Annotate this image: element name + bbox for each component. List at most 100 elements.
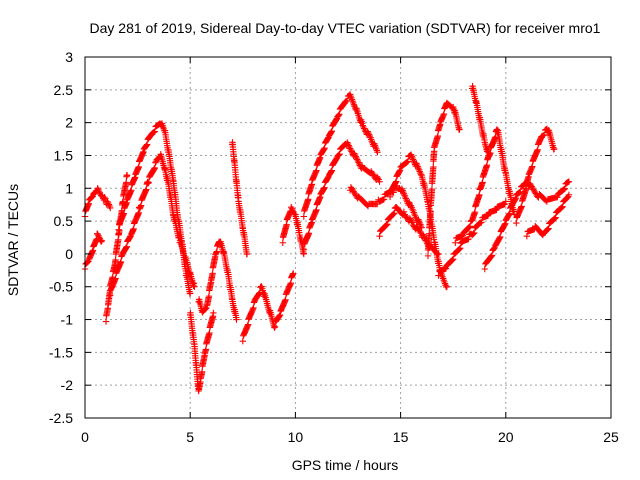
- data-point-marker: [143, 186, 150, 193]
- data-point-marker: [321, 184, 328, 191]
- data-point-marker: [354, 157, 362, 165]
- data-point-marker: [276, 311, 284, 319]
- data-point-marker: [488, 252, 496, 259]
- data-point-marker: [102, 318, 110, 325]
- data-points: [81, 83, 573, 395]
- data-point-marker: [449, 256, 456, 264]
- y-tick-label: 0.5: [54, 213, 74, 229]
- data-point-marker: [435, 272, 442, 279]
- data-point-marker: [202, 346, 210, 353]
- data-point-marker: [434, 132, 442, 140]
- data-point-marker: [506, 210, 513, 217]
- data-point-marker: [328, 127, 336, 135]
- data-point-marker: [104, 198, 111, 205]
- data-point-marker: [130, 225, 137, 233]
- data-point-marker: [97, 238, 105, 245]
- data-point-marker: [135, 209, 142, 217]
- data-point-marker: [288, 205, 296, 212]
- data-point-marker: [543, 226, 551, 234]
- data-point-marker: [516, 189, 523, 196]
- data-point-marker: [485, 152, 493, 159]
- data-point-marker: [376, 178, 383, 185]
- data-point-marker: [143, 141, 151, 148]
- data-point-marker: [276, 312, 283, 320]
- data-point-marker: [353, 154, 360, 162]
- data-point-marker: [328, 167, 336, 174]
- y-tick-label: 1.5: [54, 147, 74, 163]
- data-point-marker: [107, 292, 114, 299]
- data-point-marker: [456, 245, 463, 253]
- data-point-marker: [392, 179, 399, 186]
- data-point-marker: [123, 171, 131, 179]
- data-point-marker: [115, 226, 122, 233]
- data-point-marker: [95, 233, 103, 241]
- data-point-marker: [95, 232, 102, 239]
- data-point-marker: [465, 235, 472, 243]
- data-point-marker: [202, 305, 209, 312]
- data-point-marker: [505, 211, 513, 218]
- data-point-marker: [344, 140, 352, 148]
- data-point-marker: [105, 201, 113, 208]
- data-point-marker: [151, 164, 159, 172]
- data-point-marker: [336, 111, 343, 118]
- data-point-marker: [112, 275, 119, 282]
- data-point-marker: [476, 191, 483, 199]
- data-point-marker: [501, 221, 508, 228]
- data-point-marker: [97, 236, 104, 244]
- data-point-marker: [128, 187, 135, 194]
- data-point-marker: [513, 219, 520, 227]
- data-point-marker: [151, 165, 158, 173]
- data-point-marker: [400, 208, 408, 216]
- y-axis-label: SDTVAR / TECUs: [5, 184, 21, 296]
- data-point-marker: [244, 321, 252, 328]
- data-point-marker: [478, 219, 485, 226]
- data-point-marker: [365, 131, 373, 138]
- data-point-marker: [343, 97, 351, 105]
- y-tick-label: 2.5: [54, 82, 74, 98]
- data-point-marker: [466, 223, 473, 231]
- data-point-marker: [502, 220, 509, 227]
- data-point-marker: [541, 131, 548, 139]
- data-point-marker: [250, 304, 257, 312]
- data-point-marker: [120, 210, 128, 217]
- data-point-marker: [271, 323, 279, 330]
- x-tick-label: 5: [186, 429, 194, 445]
- plot-frame: [84, 56, 612, 419]
- data-point-marker: [452, 239, 459, 246]
- y-tick-label: 3: [65, 49, 73, 65]
- data-point-marker: [501, 200, 509, 208]
- data-point-marker: [313, 206, 320, 214]
- data-point-marker: [101, 194, 108, 201]
- grid-lines: [85, 57, 611, 418]
- data-point-marker: [488, 253, 495, 260]
- y-tick-label: -1.5: [49, 344, 73, 360]
- y-tick-label: -2.5: [49, 410, 73, 426]
- data-point-marker: [88, 193, 96, 201]
- data-point-marker: [123, 244, 130, 251]
- data-point-marker: [565, 191, 573, 199]
- data-point-marker: [560, 186, 568, 193]
- data-point-marker: [544, 226, 552, 233]
- y-tick-label: -2: [61, 377, 74, 393]
- data-point-marker: [366, 132, 373, 140]
- data-point-marker: [290, 209, 298, 217]
- data-point-marker: [213, 248, 221, 255]
- data-point-marker: [493, 206, 500, 214]
- data-point-marker: [107, 204, 114, 212]
- data-point-marker: [336, 150, 343, 158]
- data-point-marker: [384, 220, 391, 228]
- data-point-marker: [233, 316, 240, 323]
- data-point-marker: [424, 252, 432, 260]
- data-point-marker: [206, 329, 213, 337]
- data-point-marker: [117, 258, 125, 266]
- data-point-marker: [344, 139, 351, 146]
- data-point-marker: [517, 188, 524, 195]
- data-point-marker: [321, 145, 328, 152]
- data-point-marker: [386, 193, 394, 201]
- data-point-marker: [334, 152, 342, 159]
- data-point-marker: [374, 148, 381, 156]
- data-point-marker: [364, 128, 371, 135]
- data-point-marker: [201, 306, 209, 313]
- data-point-marker: [408, 218, 415, 225]
- data-point-marker: [360, 123, 367, 131]
